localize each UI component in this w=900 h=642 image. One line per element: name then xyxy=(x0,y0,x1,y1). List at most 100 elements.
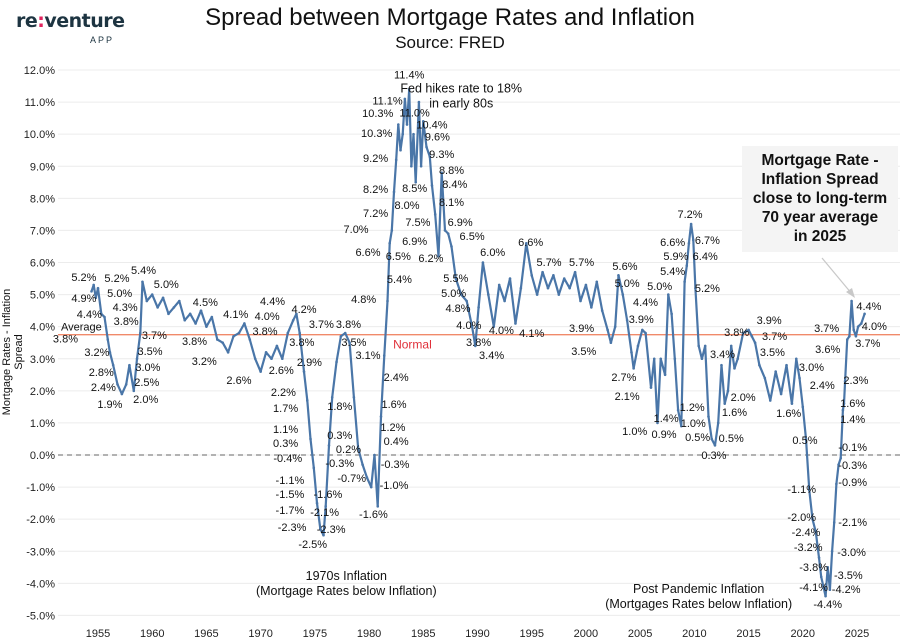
data-label: 6.5% xyxy=(386,251,411,263)
data-label: 0.5% xyxy=(685,432,710,444)
data-point xyxy=(579,299,582,303)
data-point xyxy=(352,395,356,399)
data-point xyxy=(860,322,863,325)
data-label: 0.2% xyxy=(336,444,361,456)
data-label: 3.8% xyxy=(289,337,314,349)
callout-box: Mortgage Rate - Inflation Spread close t… xyxy=(742,146,898,252)
data-label: -3.8% xyxy=(799,562,828,574)
data-point xyxy=(636,344,640,348)
data-point xyxy=(841,408,845,412)
data-point xyxy=(312,466,316,470)
data-point xyxy=(373,453,376,457)
chart-subtitle: Source: FRED xyxy=(395,33,505,52)
data-point xyxy=(779,392,783,396)
data-point xyxy=(726,389,730,393)
data-label: 2.6% xyxy=(269,365,294,377)
data-label: 3.8% xyxy=(466,337,491,349)
annotation-text: Post Pandemic Inflation xyxy=(633,582,764,596)
data-point xyxy=(680,424,683,428)
data-label: -1.0% xyxy=(380,480,409,492)
data-point xyxy=(845,338,849,341)
data-point xyxy=(557,293,561,296)
data-point xyxy=(205,325,208,328)
data-label: 4.4% xyxy=(633,297,658,309)
data-label: 1.2% xyxy=(380,422,405,434)
data-point xyxy=(837,463,840,466)
data-point xyxy=(330,395,334,399)
data-label: -3.5% xyxy=(834,570,863,582)
data-point xyxy=(804,437,808,441)
data-point xyxy=(161,296,165,300)
data-point xyxy=(248,338,252,341)
data-point xyxy=(382,354,386,357)
data-point xyxy=(403,97,407,101)
data-label: 1.6% xyxy=(776,408,801,420)
data-point xyxy=(854,334,858,338)
data-point xyxy=(394,158,398,162)
data-label: 5.0% xyxy=(441,288,466,300)
data-point xyxy=(568,286,571,290)
data-label: 1.4% xyxy=(840,414,865,426)
data-point xyxy=(850,299,853,303)
data-label: 5.4% xyxy=(387,274,412,286)
data-point xyxy=(286,331,290,335)
data-label: 0.9% xyxy=(651,429,676,441)
data-point xyxy=(369,485,373,489)
data-label: 5.0% xyxy=(647,281,672,293)
y-tick-label: -5.0% xyxy=(26,610,55,622)
y-tick-label: -3.0% xyxy=(26,546,55,558)
data-point xyxy=(399,148,402,152)
data-point xyxy=(541,270,544,274)
data-point xyxy=(852,328,856,332)
data-label: -3.2% xyxy=(794,542,823,554)
data-point xyxy=(492,325,496,328)
data-point xyxy=(407,87,411,91)
data-point xyxy=(348,341,351,345)
data-label: 9.2% xyxy=(363,153,388,165)
data-point xyxy=(243,322,246,325)
data-label: 5.0% xyxy=(154,279,179,291)
x-tick-label: 2025 xyxy=(845,628,869,640)
data-point xyxy=(322,533,325,537)
data-point xyxy=(96,286,100,290)
y-tick-label: 11.0% xyxy=(25,97,56,109)
data-point xyxy=(753,341,757,345)
data-label: 5.4% xyxy=(131,265,156,277)
data-point xyxy=(703,344,707,348)
data-point xyxy=(397,123,400,126)
data-point xyxy=(798,376,801,380)
data-label: 0.5% xyxy=(719,433,744,445)
data-point xyxy=(128,363,131,367)
data-point xyxy=(839,456,843,460)
data-label: 7.2% xyxy=(363,208,388,220)
annotation-text: (Mortgages Rates below Inflation) xyxy=(605,597,792,611)
data-point xyxy=(425,145,428,149)
data-label: 3.8% xyxy=(252,326,277,338)
data-point xyxy=(689,222,693,226)
data-point xyxy=(111,363,115,367)
data-point xyxy=(470,325,474,328)
data-label: 8.0% xyxy=(394,200,419,212)
data-label: 4.4% xyxy=(260,296,285,308)
data-point xyxy=(141,280,144,284)
data-point xyxy=(673,357,677,361)
data-point xyxy=(856,325,860,328)
data-label: 5.6% xyxy=(612,261,637,273)
data-label: 6.9% xyxy=(402,236,427,248)
data-label: 2.4% xyxy=(810,380,835,392)
data-label: 3.7% xyxy=(762,331,787,343)
data-label: 5.4% xyxy=(660,266,685,278)
data-point xyxy=(264,351,268,354)
data-point xyxy=(414,180,417,184)
data-point xyxy=(617,274,620,277)
data-label: -2.4% xyxy=(792,527,821,539)
data-label: 1.0% xyxy=(681,418,706,430)
chart-title: Spread between Mortgage Rates and Inflat… xyxy=(205,4,695,31)
data-label: 3.8% xyxy=(114,316,139,328)
data-point xyxy=(215,338,219,341)
data-label: 2.2% xyxy=(271,387,296,399)
data-point xyxy=(807,488,811,492)
data-label: 3.8% xyxy=(724,327,749,339)
data-label: 3.9% xyxy=(569,323,594,335)
data-point xyxy=(343,331,347,335)
